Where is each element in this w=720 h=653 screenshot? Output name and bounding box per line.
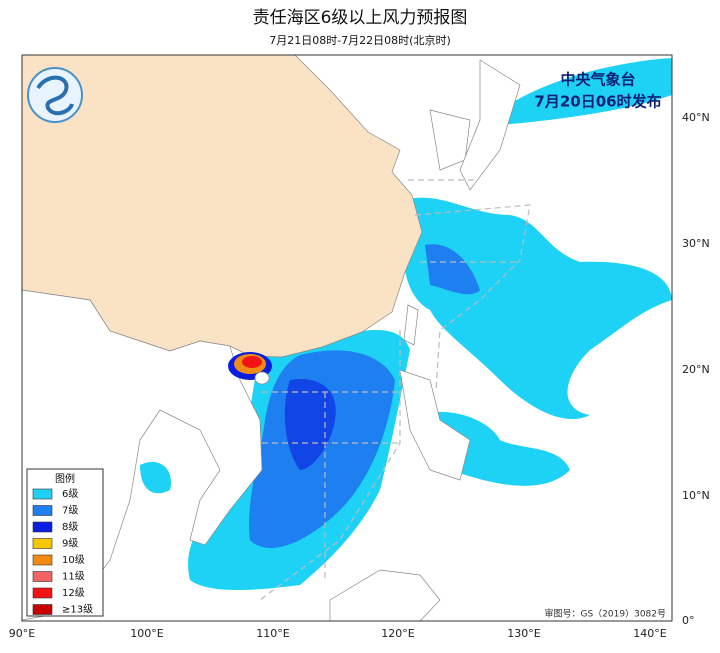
sea-boundaries (259, 179, 531, 601)
wind-area (140, 461, 171, 494)
x-label: 90°E (9, 627, 35, 640)
legend-swatch (32, 571, 53, 582)
wind-area (403, 197, 672, 420)
hainan-land (254, 371, 270, 385)
taiwan-land (403, 304, 419, 346)
logo (27, 67, 83, 123)
legend-swatch (32, 554, 53, 566)
legend-label: 8级 (62, 521, 78, 533)
philippines-land (399, 369, 471, 481)
y-label: 20°N (682, 363, 710, 376)
legend-label: 9级 (62, 538, 78, 550)
legend-label: 12级 (62, 587, 85, 599)
wind-area (284, 379, 336, 470)
legend-swatch (32, 604, 53, 615)
map (21, 54, 673, 622)
y-label: 40°N (682, 111, 710, 124)
legend-swatch (32, 587, 53, 599)
x-label: 130°E (507, 627, 540, 640)
x-label: 110°E (256, 627, 289, 640)
x-axis: 90°E 100°E 110°E 120°E 130°E 140°E (9, 627, 667, 640)
legend-label: ≥13级 (62, 604, 93, 616)
legend-label: 10级 (62, 554, 85, 566)
wind-area (242, 356, 262, 368)
legend-swatch (32, 538, 53, 549)
legend-label: 11级 (62, 571, 85, 583)
x-label: 100°E (130, 627, 163, 640)
x-label: 140°E (633, 627, 666, 640)
y-label: 0° (682, 614, 695, 627)
wind-area (500, 58, 672, 125)
title: 责任海区6级以上风力预报图 (253, 8, 468, 28)
borneo-land (329, 569, 441, 621)
y-label: 10°N (682, 489, 710, 502)
japan-land (459, 59, 521, 191)
subtitle: 7月21日08时-7月22日08时(北京时) (269, 33, 451, 47)
y-label: 30°N (682, 237, 710, 250)
agency: 中央气象台 (560, 71, 635, 89)
legend-swatch (32, 521, 53, 533)
legend-label: 7级 (62, 505, 78, 517)
legend-swatch (32, 505, 53, 516)
issue-time: 7月20日06时发布 (534, 93, 661, 111)
legend-swatch (32, 488, 53, 500)
y-axis: 40°N 30°N 20°N 10°N 0° (682, 111, 710, 627)
wind-area (425, 244, 480, 295)
map-frame (21, 54, 673, 622)
legend: 图例 6级 7级 8级 9级 10级 11级 12级 ≥13级 (26, 468, 104, 617)
legend-label: 6级 (62, 488, 78, 500)
x-label: 120°E (381, 627, 414, 640)
approval-number: 审图号：GS（2019）3082号 (545, 608, 667, 620)
legend-title: 图例 (55, 472, 75, 485)
